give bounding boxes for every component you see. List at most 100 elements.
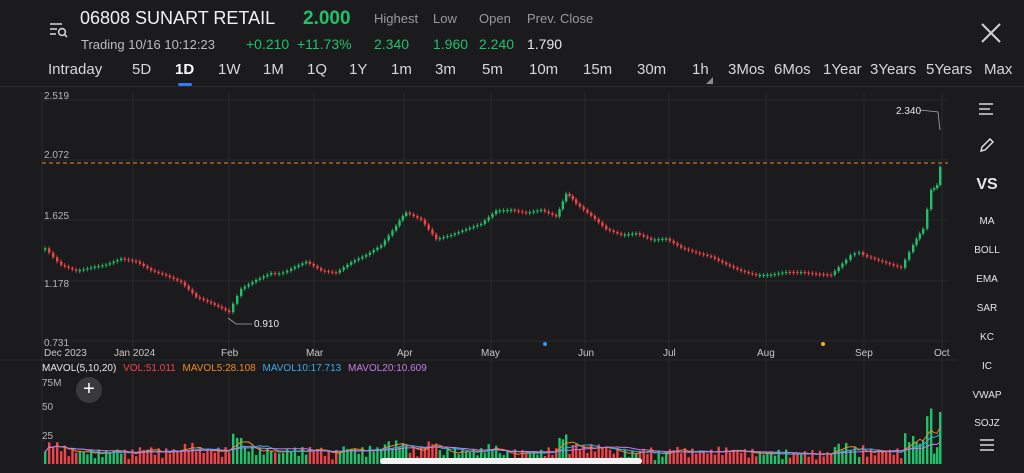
add-indicator-button[interactable]: +	[76, 377, 102, 403]
candle	[853, 253, 857, 256]
volume-bar	[826, 452, 829, 464]
tab-3m[interactable]: 3m	[435, 61, 456, 78]
volume-bar	[936, 447, 939, 464]
candle	[331, 271, 334, 273]
candle	[270, 272, 273, 275]
volume-bar	[183, 443, 187, 464]
volume-bar	[365, 456, 368, 464]
candle	[342, 267, 345, 271]
candle	[796, 271, 799, 274]
tab-1year[interactable]: 1Year	[823, 61, 862, 78]
mavol20-value: MAVOL20:10.609	[348, 363, 427, 374]
tab-intraday[interactable]: Intraday	[48, 61, 103, 78]
candle	[732, 266, 735, 268]
candle	[120, 258, 123, 261]
indicator-boll[interactable]: BOLL	[974, 245, 1000, 256]
volume-bar	[713, 454, 717, 464]
indicator-ic[interactable]: IC	[982, 361, 992, 372]
vol-y-tick: 50	[42, 402, 54, 413]
tab-1m-minute[interactable]: 1m	[391, 61, 412, 78]
tab-5m[interactable]: 5m	[482, 61, 503, 78]
tab-30m[interactable]: 30m	[637, 61, 667, 78]
candle	[908, 252, 911, 260]
volume-bar	[297, 455, 300, 464]
tab-3years[interactable]: 3Years	[870, 61, 917, 78]
volume-bar	[491, 449, 494, 464]
tab-3mos[interactable]: 3Mos	[728, 61, 765, 78]
candle	[543, 209, 547, 212]
lines-icon[interactable]	[978, 102, 994, 116]
settings-lines-icon[interactable]	[979, 438, 995, 452]
x-tick: Jul	[663, 348, 676, 359]
tab-1q[interactable]: 1Q	[307, 61, 328, 78]
candle	[224, 308, 227, 311]
tab-max[interactable]: Max	[984, 61, 1013, 78]
candle	[491, 213, 494, 218]
candle	[571, 196, 575, 200]
candle	[195, 293, 198, 298]
price-change: +0.210	[246, 36, 290, 52]
candle	[900, 266, 903, 268]
candle	[792, 271, 795, 274]
list-search-icon[interactable]	[48, 20, 68, 40]
chart-scroll-handle[interactable]	[380, 458, 642, 464]
candle	[202, 298, 205, 301]
tab-1w[interactable]: 1W	[218, 61, 241, 78]
volume-bar	[391, 447, 394, 464]
volume-bar	[788, 457, 792, 464]
candle	[939, 167, 942, 185]
tab-1d[interactable]: 1D	[175, 61, 195, 78]
candle	[282, 272, 285, 274]
tab-1h[interactable]: 1h	[692, 61, 709, 78]
candlestick-series	[44, 165, 942, 315]
volume-bar	[773, 455, 777, 464]
indicator-kc[interactable]: KC	[980, 332, 994, 343]
volume-bar	[555, 448, 558, 464]
candle	[423, 219, 427, 225]
indicator-sar[interactable]: SAR	[976, 303, 998, 314]
candle	[830, 274, 833, 276]
mavol20-line	[44, 441, 941, 455]
candle	[822, 274, 825, 276]
volume-bar	[153, 454, 157, 464]
candle	[502, 210, 505, 212]
indicator-vwap[interactable]: VWAP	[972, 390, 1002, 401]
candle	[146, 265, 149, 269]
candle	[565, 193, 568, 202]
candle	[228, 310, 231, 313]
candle	[736, 267, 739, 270]
tab-5d[interactable]: 5D	[132, 61, 152, 78]
volume-bar	[623, 449, 627, 464]
candle	[116, 260, 119, 262]
volume-bar	[698, 450, 702, 464]
tab-5years[interactable]: 5Years	[926, 61, 973, 78]
tab-10m[interactable]: 10m	[529, 61, 559, 78]
volume-bar	[142, 449, 145, 464]
volume-bar	[939, 411, 942, 464]
tab-1m-month[interactable]: 1M	[263, 61, 284, 78]
indicator-sojz[interactable]: SOJZ	[974, 418, 1000, 429]
pencil-icon[interactable]	[978, 136, 996, 154]
volume-bar	[480, 448, 483, 464]
tab-15m[interactable]: 15m	[583, 61, 613, 78]
volume-bar	[274, 452, 277, 464]
indicator-ma[interactable]: MA	[979, 216, 995, 227]
candle	[513, 209, 517, 211]
volume-bar	[453, 447, 457, 464]
volume-bar	[601, 448, 604, 464]
volume-bar	[342, 446, 345, 464]
candle	[561, 201, 565, 210]
x-tick: Feb	[221, 348, 239, 359]
tab-1h-dropdown-icon[interactable]	[706, 77, 713, 84]
compare-vs-button[interactable]: VS	[976, 176, 998, 193]
price-chart[interactable]: 2.519 2.072 1.625 1.178 0.731 2.340 0.91…	[0, 87, 958, 473]
volume-bars	[44, 408, 942, 464]
tab-6mos[interactable]: 6Mos	[774, 61, 811, 78]
stat-value-low: 1.960	[433, 36, 469, 52]
indicator-ema[interactable]: EMA	[976, 274, 998, 285]
tab-1y[interactable]: 1Y	[349, 61, 368, 78]
close-icon[interactable]	[978, 20, 1004, 46]
volume-bar	[78, 451, 82, 464]
vol-value: VOL:51.011	[123, 363, 176, 374]
candle	[372, 250, 375, 253]
